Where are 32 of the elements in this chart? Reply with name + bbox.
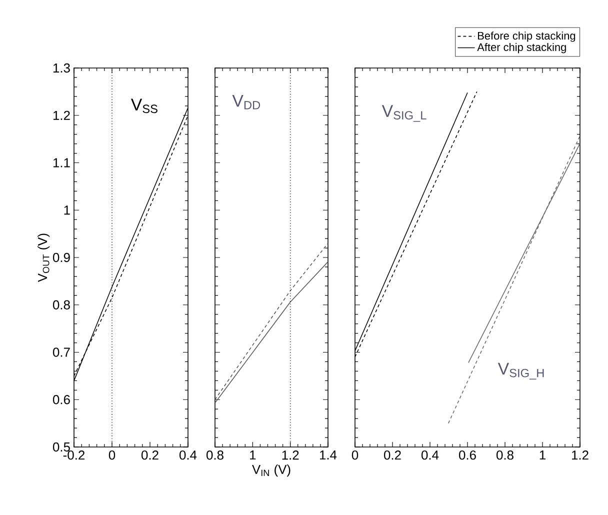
y-tick-label: 1 — [64, 206, 70, 215]
y-tick-label: 1.3 — [53, 63, 70, 73]
x-tick-label: 0.2 — [141, 450, 158, 460]
y-tick-label: 0.6 — [52, 395, 70, 404]
x-tick-label: 0.6 — [459, 450, 476, 460]
y-tick-label: 0.7 — [52, 348, 70, 357]
annotation: V$_{DD}$ — [232, 94, 260, 110]
x-axis-title: V$_{IN}$ (V) — [252, 464, 290, 477]
y-tick-label: 0.5 — [52, 442, 70, 452]
legend-label: After chip stacking — [477, 43, 566, 54]
x-tick-label: 0.4 — [422, 450, 439, 460]
x-tick-label: 1.4 — [320, 450, 337, 460]
x-tick-label: 0.4 — [179, 450, 197, 460]
annotation: V$_{SS}$ — [130, 98, 158, 114]
y-tick-label: 1.1 — [53, 158, 70, 168]
x-tick-label: 1.2 — [282, 450, 299, 460]
y-tick-label: 0.8 — [52, 300, 70, 310]
x-tick-label: 0.8 — [206, 450, 224, 460]
x-tick-label: 0 — [352, 450, 358, 460]
x-tick-label: 0 — [108, 450, 116, 460]
x-tick-label: 1.2 — [572, 450, 588, 460]
y-tick-label: 0.9 — [52, 252, 70, 262]
x-tick-label: 0.8 — [496, 450, 514, 460]
y-tick-label: 1.2 — [53, 110, 70, 120]
x-tick-label: 1 — [540, 450, 546, 460]
annotation: V$_{SIG_L}$ — [382, 105, 426, 122]
annotation: V$_{SIG_H}$ — [498, 362, 544, 380]
x-tick-label: -0.2 — [63, 450, 85, 460]
x-tick-label: 0.2 — [384, 450, 401, 460]
y-axis-title: V$_{OUT}$ (V) — [38, 234, 50, 282]
legend-label: Before chip stacking — [478, 32, 576, 42]
x-tick-label: 1 — [250, 450, 256, 460]
